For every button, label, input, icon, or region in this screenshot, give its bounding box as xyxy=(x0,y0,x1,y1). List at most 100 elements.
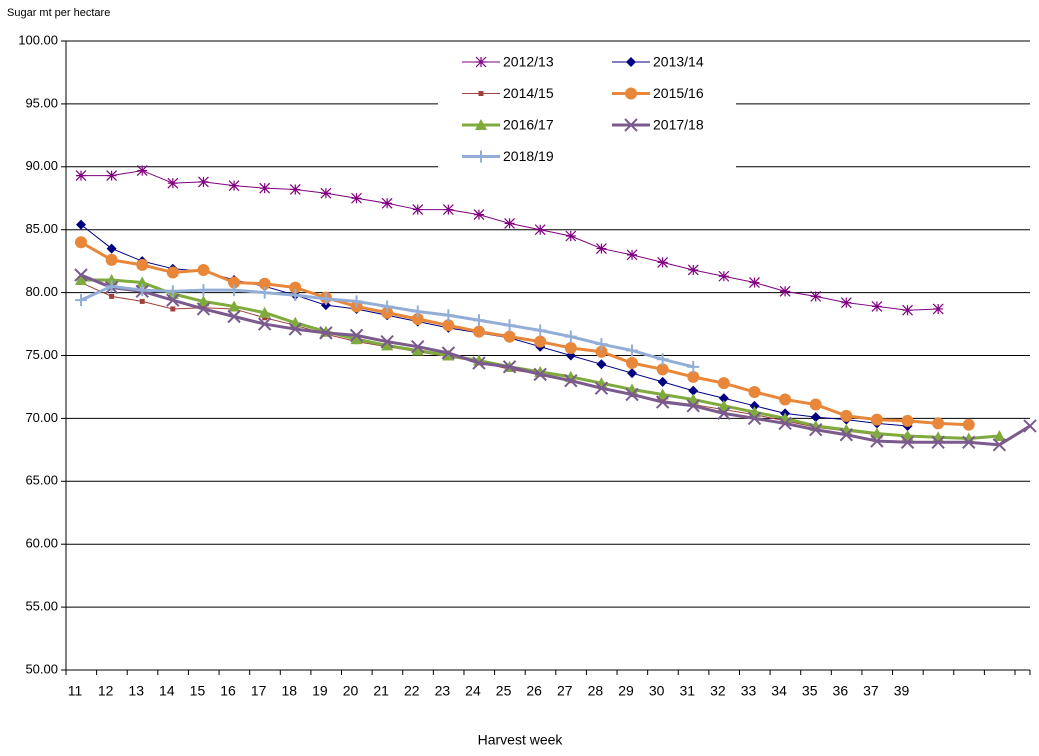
legend-marker xyxy=(475,150,487,163)
data-point xyxy=(962,418,975,431)
legend-marker xyxy=(475,56,487,68)
x-tick-label: 12 xyxy=(98,683,114,699)
y-tick-label: 100.00 xyxy=(18,32,58,47)
data-point xyxy=(901,414,914,427)
data-point xyxy=(810,412,821,423)
data-point xyxy=(105,274,118,286)
data-point xyxy=(472,356,486,370)
data-point xyxy=(779,285,791,297)
y-tick-label: 95.00 xyxy=(25,95,58,110)
data-point xyxy=(747,411,762,426)
data-point xyxy=(503,319,516,332)
x-tick-label: 14 xyxy=(159,683,175,699)
data-point xyxy=(870,434,884,448)
x-tick-label: 35 xyxy=(802,683,818,699)
legend-label: 2012/13 xyxy=(503,54,554,70)
data-point xyxy=(75,294,87,307)
data-point xyxy=(473,209,485,221)
data-point xyxy=(932,303,944,315)
data-point xyxy=(74,268,88,282)
data-point xyxy=(228,284,241,297)
data-point xyxy=(380,334,394,349)
data-point xyxy=(596,359,607,370)
data-point xyxy=(687,360,700,373)
legend-label: 2015/16 xyxy=(653,85,704,101)
data-point xyxy=(350,295,363,308)
data-point xyxy=(625,387,639,402)
legend-marker xyxy=(624,118,638,132)
data-point xyxy=(289,184,301,195)
data-point xyxy=(411,344,424,356)
data-point xyxy=(197,263,210,276)
data-point xyxy=(900,435,915,450)
legend-marker xyxy=(626,57,636,67)
data-point xyxy=(319,326,333,340)
data-point xyxy=(503,330,516,343)
data-point xyxy=(228,180,240,192)
data-point xyxy=(381,300,394,313)
data-point xyxy=(870,413,883,426)
data-point xyxy=(198,176,209,188)
legend-label: 2017/18 xyxy=(653,117,704,133)
data-point xyxy=(595,345,608,358)
y-tick-label: 50.00 xyxy=(25,661,58,676)
legend-box xyxy=(438,46,736,171)
data-point xyxy=(657,376,668,387)
data-point xyxy=(106,243,117,254)
data-point xyxy=(809,398,822,411)
y-tick-label: 90.00 xyxy=(25,158,58,173)
data-point xyxy=(717,406,731,421)
y-tick-label: 55.00 xyxy=(25,599,58,614)
x-tick-label: 23 xyxy=(435,683,451,699)
data-point xyxy=(227,309,241,324)
x-tick-label: 36 xyxy=(833,683,849,699)
y-axis-title: Sugar mt per hectare xyxy=(7,7,110,19)
x-tick-label: 25 xyxy=(496,683,512,699)
data-point xyxy=(626,344,639,357)
data-point xyxy=(442,204,454,215)
data-point xyxy=(565,230,577,242)
data-point xyxy=(902,304,913,316)
series-line xyxy=(81,278,1000,441)
data-point xyxy=(564,341,577,354)
data-point xyxy=(534,224,546,236)
data-point xyxy=(109,293,115,299)
data-point xyxy=(351,192,362,204)
data-point xyxy=(350,333,363,345)
data-point xyxy=(656,388,669,400)
data-point xyxy=(319,292,332,305)
y-tick-label: 80.00 xyxy=(25,284,58,299)
data-point xyxy=(166,266,179,279)
x-tick-label: 18 xyxy=(282,683,298,699)
data-point xyxy=(320,187,332,199)
y-tick-label: 60.00 xyxy=(25,536,58,551)
data-point xyxy=(259,182,271,194)
y-tick-label: 65.00 xyxy=(25,473,58,488)
data-point xyxy=(718,393,729,404)
data-point xyxy=(718,270,730,282)
data-point xyxy=(75,236,87,249)
x-tick-label: 39 xyxy=(894,683,910,699)
data-point xyxy=(411,305,424,318)
data-point xyxy=(136,276,149,288)
data-point xyxy=(197,284,210,297)
data-point xyxy=(411,339,425,354)
data-point xyxy=(166,285,179,298)
legend-label: 2013/14 xyxy=(653,54,704,70)
data-point xyxy=(686,399,700,413)
data-point xyxy=(139,298,145,304)
data-point xyxy=(136,165,148,176)
data-point xyxy=(136,258,149,271)
data-point xyxy=(840,297,852,309)
data-point xyxy=(810,290,822,302)
data-point xyxy=(870,427,883,439)
data-point xyxy=(167,177,179,189)
data-point xyxy=(197,295,210,307)
data-point xyxy=(472,314,485,327)
data-point xyxy=(75,274,87,286)
data-point xyxy=(411,313,424,326)
data-point xyxy=(381,306,394,319)
data-point xyxy=(257,317,272,331)
